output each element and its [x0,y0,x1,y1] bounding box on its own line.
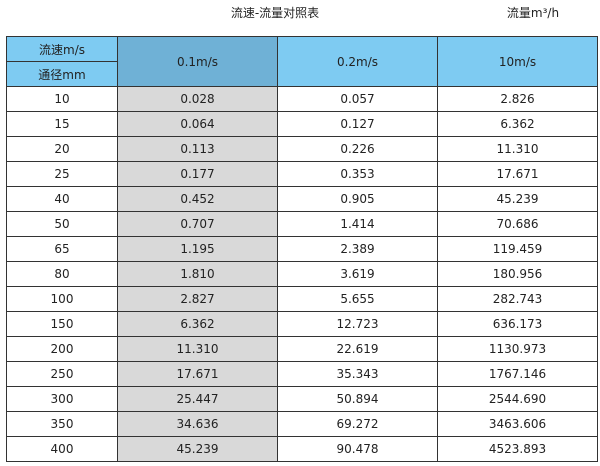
flow-cell: 0.113 [117,136,278,162]
flow-cell: 3463.606 [437,411,598,437]
flow-cell: 4523.893 [437,436,598,462]
flow-cell: 0.452 [117,186,278,212]
table-row: 65 1.195 2.389 119.459 [6,236,598,262]
velocity-header: 流速m/s [6,36,118,62]
flow-cell: 12.723 [277,311,438,337]
table-row: 50 0.707 1.414 70.686 [6,211,598,237]
column-header-0.2: 0.2m/s [277,36,438,87]
flow-cell: 50.894 [277,386,438,412]
diameter-header: 通径mm [6,61,118,87]
flow-cell: 45.239 [117,436,278,462]
flow-cell: 69.272 [277,411,438,437]
table-row: 40 0.452 0.905 45.239 [6,186,598,212]
flow-cell: 1.414 [277,211,438,237]
flow-cell: 2544.690 [437,386,598,412]
diameter-cell: 200 [6,336,118,362]
table-row: 200 11.310 22.619 1130.973 [6,336,598,362]
flow-cell: 1.810 [117,261,278,287]
table-row: 100 2.827 5.655 282.743 [6,286,598,312]
flow-cell: 11.310 [117,336,278,362]
flow-cell: 2.389 [277,236,438,262]
flow-cell: 25.447 [117,386,278,412]
flow-cell: 3.619 [277,261,438,287]
column-header-10: 10m/s [437,36,598,87]
flow-cell: 636.173 [437,311,598,337]
flow-cell: 2.826 [437,86,598,112]
flow-cell: 17.671 [437,161,598,187]
flow-cell: 0.057 [277,86,438,112]
header-row: 流速m/s 0.1m/s 0.2m/s 10m/s [6,36,598,87]
table-row: 80 1.810 3.619 180.956 [6,261,598,287]
flow-cell: 45.239 [437,186,598,212]
flow-cell: 35.343 [277,361,438,387]
flow-cell: 0.064 [117,111,278,137]
flow-cell: 0.028 [117,86,278,112]
table-row: 15 0.064 0.127 6.362 [6,111,598,137]
flow-cell: 22.619 [277,336,438,362]
diameter-cell: 40 [6,186,118,212]
flow-cell: 90.478 [277,436,438,462]
diameter-cell: 400 [6,436,118,462]
table-row: 400 45.239 90.478 4523.893 [6,436,598,462]
flow-cell: 2.827 [117,286,278,312]
diameter-cell: 50 [6,211,118,237]
header-row-2: 通径mm [6,61,598,87]
diameter-cell: 80 [6,261,118,287]
diameter-cell: 150 [6,311,118,337]
flow-cell: 1.195 [117,236,278,262]
diameter-cell: 250 [6,361,118,387]
diameter-cell: 300 [6,386,118,412]
table-row: 150 6.362 12.723 636.173 [6,311,598,337]
flow-cell: 1767.146 [437,361,598,387]
flow-cell: 11.310 [437,136,598,162]
flow-cell: 282.743 [437,286,598,312]
diameter-cell: 15 [6,111,118,137]
diameter-cell: 25 [6,161,118,187]
table-row: 20 0.113 0.226 11.310 [6,136,598,162]
column-header-0.1: 0.1m/s [117,36,278,87]
flow-cell: 0.177 [117,161,278,187]
table-row: 25 0.177 0.353 17.671 [6,161,598,187]
flow-cell: 180.956 [437,261,598,287]
table-row: 250 17.671 35.343 1767.146 [6,361,598,387]
flow-cell: 6.362 [437,111,598,137]
flow-cell: 1130.973 [437,336,598,362]
table-row: 300 25.447 50.894 2544.690 [6,386,598,412]
table-title: 流速-流量对照表 [230,6,320,20]
flow-cell: 0.226 [277,136,438,162]
flow-cell: 0.127 [277,111,438,137]
diameter-cell: 350 [6,411,118,437]
flow-cell: 17.671 [117,361,278,387]
table-row: 350 34.636 69.272 3463.606 [6,411,598,437]
flow-cell: 34.636 [117,411,278,437]
flow-cell: 0.707 [117,211,278,237]
diameter-cell: 65 [6,236,118,262]
diameter-cell: 10 [6,86,118,112]
flow-cell: 70.686 [437,211,598,237]
diameter-cell: 20 [6,136,118,162]
flow-cell: 6.362 [117,311,278,337]
flow-cell: 119.459 [437,236,598,262]
flow-cell: 0.353 [277,161,438,187]
unit-label: 流量m³/h [506,6,560,20]
flow-cell: 5.655 [277,286,438,312]
flow-cell: 0.905 [277,186,438,212]
table-row: 10 0.028 0.057 2.826 [6,86,598,112]
velocity-flow-table: 流速m/s 0.1m/s 0.2m/s 10m/s 通径mm 10 0.028 0.… [6,36,598,462]
diameter-cell: 100 [6,286,118,312]
